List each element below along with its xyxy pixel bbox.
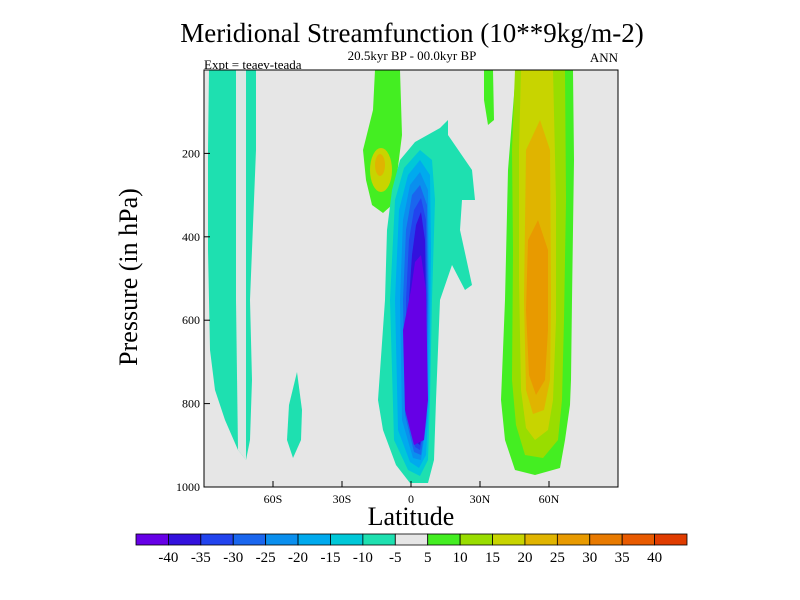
nh-pos-west-strip (484, 70, 494, 125)
colorbar-label: 20 (517, 550, 532, 566)
y-tick-label: 600 (182, 313, 200, 327)
colorbar-box (427, 533, 461, 546)
sh-polar-band-inner (236, 70, 246, 460)
x-tick-label: 60N (539, 492, 560, 506)
colorbar-box (135, 533, 169, 546)
season-label: ANN (590, 50, 619, 65)
colorbar-label: -15 (320, 550, 340, 566)
x-tick-label: 60S (264, 492, 283, 506)
colorbar-box (556, 533, 591, 546)
y-axis-ticks: 200 400 600 800 1000 (176, 146, 210, 494)
colorbar-box (654, 533, 688, 546)
colorbar-box (589, 533, 623, 546)
colorbar-label: 40 (647, 550, 662, 566)
colorbar-box (524, 533, 558, 546)
colorbar-box (200, 533, 234, 546)
upper-tropical-max-core-inner (375, 154, 385, 176)
x-tick-label: 0 (408, 492, 414, 506)
plot-area (203, 69, 619, 488)
colorbar-label: -20 (288, 550, 308, 566)
colorbar-label: 30 (582, 550, 597, 566)
colorbar-box (168, 533, 202, 546)
colorbar-box (394, 533, 429, 546)
y-tick-label: 800 (182, 397, 200, 411)
colorbar-label: 15 (485, 550, 500, 566)
colorbar-label: -40 (158, 550, 178, 566)
colorbar-label: 5 (424, 550, 432, 566)
colorbar-label: -25 (256, 550, 276, 566)
colorbar-box (232, 533, 267, 546)
expt-label: Expt = teaev-teada (204, 57, 302, 72)
x-tick-label: 30N (470, 492, 491, 506)
colorbar-label: -5 (389, 550, 402, 566)
colorbar-box (621, 533, 655, 546)
chart-title: Meridional Streamfunction (10**9kg/m-2) (180, 18, 643, 48)
y-axis-title: Pressure (in hPa) (114, 188, 143, 366)
colorbar-label: -35 (191, 550, 211, 566)
colorbar-label: -10 (353, 550, 373, 566)
colorbar-box (362, 533, 396, 546)
x-axis-title: Latitude (368, 502, 455, 531)
colorbar-box (265, 533, 299, 546)
colorbar-label: 10 (453, 550, 468, 566)
y-tick-label: 400 (182, 230, 200, 244)
nh-pos-core (526, 220, 548, 395)
x-axis-ticks: 60S 30S 0 30N 60N (264, 481, 560, 506)
sh-midlat-blob (287, 372, 302, 458)
x-tick-label: 30S (333, 492, 352, 506)
colorbar-box (459, 533, 493, 546)
colorbar-box (492, 533, 526, 546)
chart-subtitle: 20.5kyr BP - 00.0kyr BP (348, 48, 477, 63)
colorbar: -40 -35 -30 -25 -20 -15 -10 -5 5 10 15 20 25 30 35 40 (135, 533, 688, 566)
y-tick-label: 1000 (176, 480, 200, 494)
colorbar-label: 35 (615, 550, 630, 566)
colorbar-label: -30 (223, 550, 243, 566)
tropical-neg-core (403, 255, 428, 445)
colorbar-box (297, 533, 331, 546)
colorbar-box (330, 533, 364, 546)
colorbar-label: 25 (550, 550, 565, 566)
y-tick-label: 200 (182, 146, 200, 160)
